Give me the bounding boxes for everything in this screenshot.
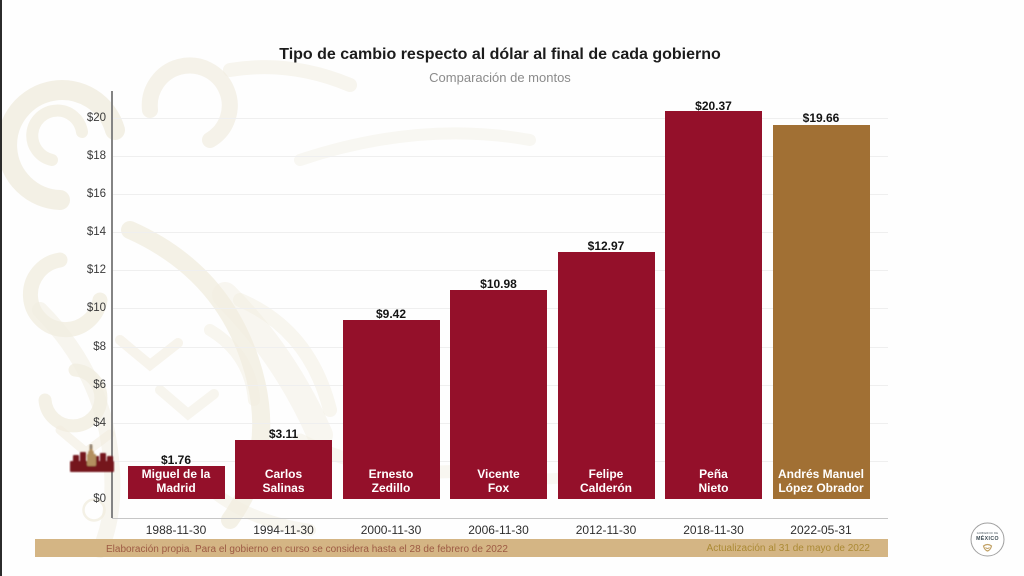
svg-text:GOBIERNO DE: GOBIERNO DE — [977, 531, 999, 535]
svg-text:MÉXICO: MÉXICO — [976, 534, 999, 542]
